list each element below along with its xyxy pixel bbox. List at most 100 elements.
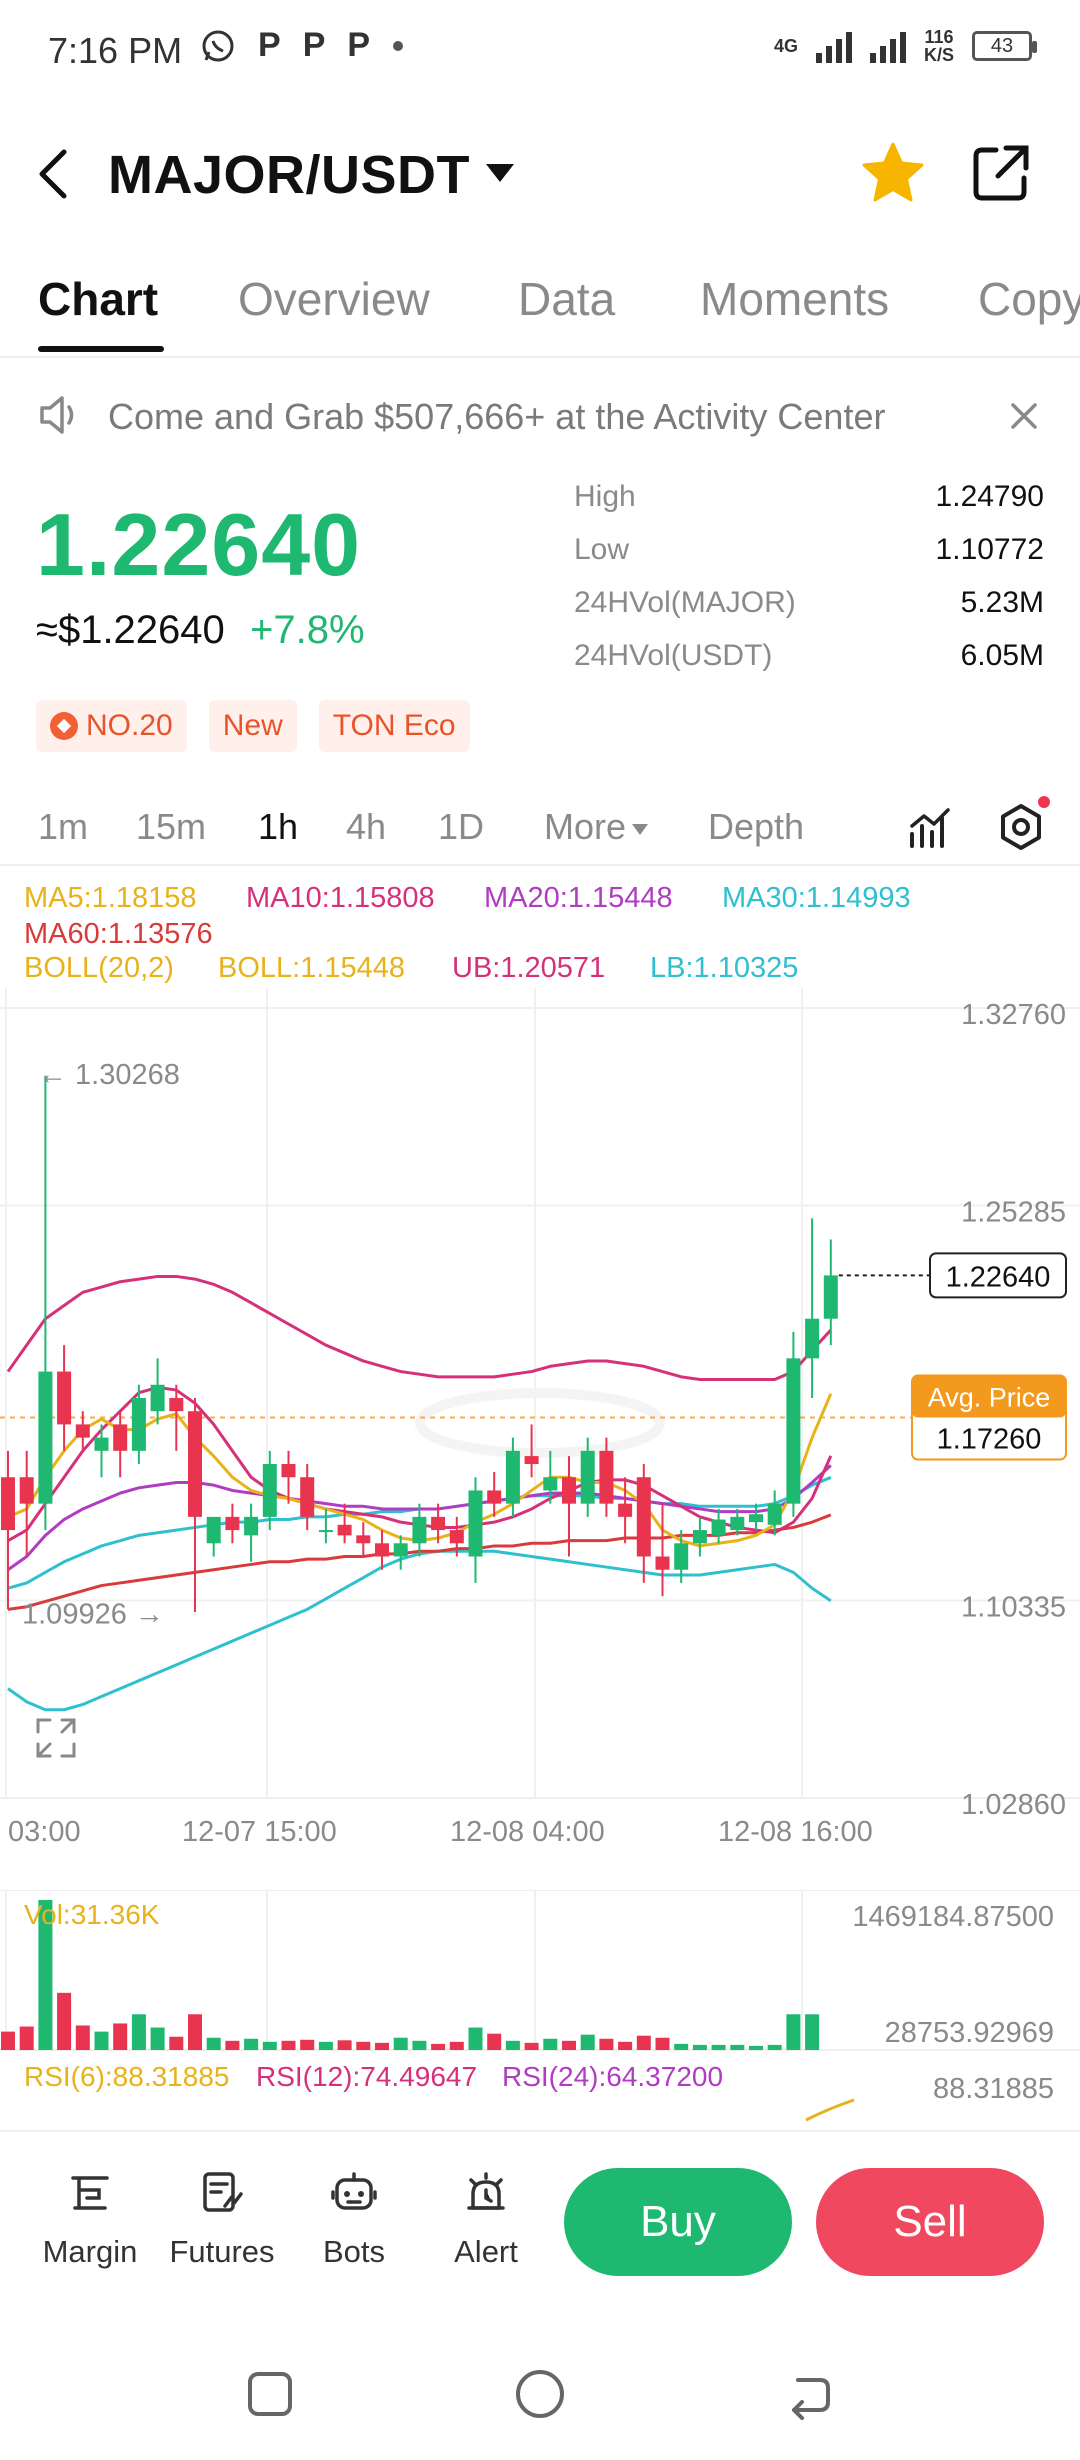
bot-icon [329,2168,379,2218]
tab-chart[interactable]: Chart [38,272,158,326]
back-arrow-icon[interactable] [34,146,74,202]
token-tags: NO.20 New TON Eco [36,700,470,752]
candle-body [562,1477,576,1503]
candle [712,1509,726,1543]
nav-alert[interactable]: Alert [426,2168,546,2270]
y-axis-label: 1.25285 [961,1197,1066,1229]
volume-chart[interactable]: Vol:31.36K 1469184.87500 28753.92969 RSI(6)… [0,1890,1080,2130]
y-axis-label: 1.10335 [961,1592,1066,1624]
volume-bar [543,2039,557,2050]
candle-body [338,1525,352,1536]
banner-text[interactable]: Come and Grab $507,666+ at the Activity … [108,396,885,438]
share-icon[interactable] [970,142,1032,204]
app-notification-icon: P [347,26,370,65]
caret-down-icon[interactable] [486,164,514,182]
pair-title[interactable]: MAJOR/USDT [108,144,470,206]
volume-bar [244,2039,258,2050]
more-intervals-dropdown[interactable]: More [544,806,648,848]
recent-apps-icon[interactable] [248,2372,292,2416]
chart-settings-icon[interactable] [996,802,1046,852]
candle-body [599,1451,613,1504]
nav-futures[interactable]: Futures [162,2168,282,2270]
candlestick-chart[interactable]: 1.32760 1.25285 1.10335 1.02860 03:00 12-07 1… [0,988,1080,1868]
volume-bar [263,2042,277,2050]
interval-4h[interactable]: 4h [346,806,386,848]
volume-min-label: 28753.92969 [885,2017,1054,2049]
min-price-label: 1.09926 → [22,1598,164,1630]
volume-bar [768,2045,782,2050]
volume-bar [506,2041,520,2050]
candle [38,1076,52,1530]
interval-1m[interactable]: 1m [38,806,88,848]
candle-body [768,1504,782,1525]
max-price-label: ← 1.30268 [38,1059,180,1091]
x-axis-label: 12-08 16:00 [718,1816,873,1848]
x-axis-label: 03:00 [8,1816,81,1848]
tab-underline [38,346,164,352]
candle [188,1398,202,1612]
close-icon[interactable] [1008,400,1040,432]
announcement-banner[interactable]: Come and Grab $507,666+ at the Activity … [0,370,1080,464]
volume-bar [76,2025,90,2050]
ecosystem-tag[interactable]: TON Eco [319,700,470,752]
volume-bar [113,2023,127,2050]
tab-data[interactable]: Data [518,272,615,326]
candle-body [132,1398,146,1451]
app-notification-icon: P [303,26,326,65]
volume-bar [431,2044,445,2050]
interval-1d[interactable]: 1D [438,806,484,848]
candle-body [282,1464,296,1477]
candle [319,1509,333,1543]
volume-bar [319,2042,333,2050]
candle-body [113,1424,127,1450]
tab-copy[interactable]: Copy [978,272,1080,326]
caret-down-icon [632,824,648,835]
candle-body [244,1517,258,1535]
nav-bots[interactable]: Bots [294,2168,414,2270]
boll-legend: BOLL:1.15448 [218,952,405,985]
futures-icon [197,2168,247,2218]
volume-bar [786,2014,800,2050]
candle-body [263,1464,277,1517]
candle-body [300,1477,314,1517]
system-nav-bar [0,2330,1080,2460]
nav-margin[interactable]: Margin [30,2168,150,2270]
boll-ub-line [8,1276,831,1379]
volume-bar [169,2037,183,2050]
volume-max-label: 1469184.87500 [852,1901,1054,1933]
alarm-icon [461,2168,511,2218]
app-notification-icon: P [258,26,281,65]
volume-bar [282,2041,296,2050]
depth-tab[interactable]: Depth [708,806,804,848]
new-tag[interactable]: New [209,700,297,752]
indicator-icon[interactable] [906,804,954,852]
rsi24-legend: RSI(24):64.37200 [502,2061,723,2092]
rsi6-legend: RSI(6):88.31885 [24,2061,229,2092]
tab-moments[interactable]: Moments [700,272,889,326]
avg-price-title: Avg. Price [928,1383,1051,1413]
boll-params-legend: BOLL(20,2) [24,952,174,985]
home-icon[interactable] [516,2370,564,2418]
network-type: 4G [774,37,798,55]
candle-body [375,1543,389,1556]
interval-1h[interactable]: 1h [258,806,298,848]
candle-body [95,1438,109,1451]
candle-body [581,1451,595,1504]
tab-overview[interactable]: Overview [238,272,430,326]
star-icon[interactable] [860,140,926,206]
rank-tag[interactable]: NO.20 [36,700,187,752]
candle [412,1504,426,1557]
last-price: 1.22640 [36,494,361,596]
candle [805,1218,819,1398]
fullscreen-icon[interactable] [38,1720,74,1756]
candle [394,1535,408,1569]
volume-bar [450,2042,464,2050]
sell-button[interactable]: Sell [816,2168,1044,2276]
interval-15m[interactable]: 15m [136,806,206,848]
candle [469,1477,483,1583]
volume-bar [225,2041,239,2050]
volume-bar [712,2045,726,2050]
candle-body [506,1451,520,1504]
system-back-icon[interactable] [784,2370,834,2420]
buy-button[interactable]: Buy [564,2168,792,2276]
